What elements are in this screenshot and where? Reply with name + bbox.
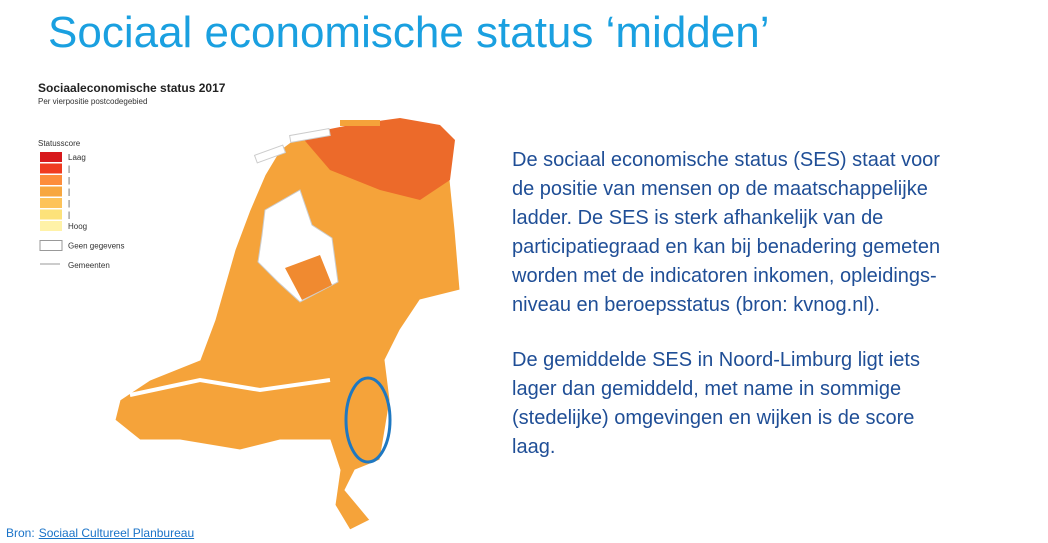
text-line: De gemiddelde SES in Noord-Limburg ligt …: [512, 346, 940, 375]
text-line: De sociaal economische status (SES) staa…: [512, 146, 940, 175]
legend-label: |: [68, 199, 70, 208]
legend-label: |: [68, 176, 70, 185]
map: [115, 118, 460, 530]
legend-swatch: [40, 152, 62, 162]
legend-label: Gemeenten: [68, 261, 110, 270]
paragraph: De gemiddelde SES in Noord-Limburg ligt …: [512, 346, 940, 462]
legend-swatch: [40, 175, 62, 185]
text-line: niveau en beroepsstatus (bron: kvnog.nl)…: [512, 291, 940, 320]
legend-swatch: [40, 210, 62, 220]
legend-label: |: [68, 165, 70, 174]
slide-title: Sociaal economische status ‘midden’: [48, 8, 770, 58]
legend-title: Statusscore: [38, 139, 81, 148]
legend-swatch: [40, 164, 62, 174]
legend-swatch: [40, 198, 62, 208]
source: Bron: Sociaal Cultureel Planbureau: [6, 526, 194, 540]
map-subtitle: Per vierpositie postcodegebied: [38, 97, 147, 106]
legend: Laag | | | | | Hoog Geen gegevens Gemeenten: [40, 152, 125, 270]
legend-swatch: [40, 221, 62, 231]
text-line: ladder. De SES is sterk afhankelijk van …: [512, 204, 940, 233]
source-prefix: Bron:: [6, 526, 35, 540]
body-text: De sociaal economische status (SES) staa…: [512, 146, 940, 488]
legend-label: |: [68, 211, 70, 220]
paragraph: De sociaal economische status (SES) staa…: [512, 146, 940, 320]
legend-label: Hoog: [68, 222, 87, 231]
map-figure: Sociaaleconomische status 2017 Per vierp…: [0, 0, 480, 543]
map-title: Sociaaleconomische status 2017: [38, 81, 226, 95]
text-line: participatiegraad en kan bij benadering …: [512, 233, 940, 262]
legend-label: |: [68, 188, 70, 197]
text-line: worden met de indicatoren inkomen, oplei…: [512, 262, 940, 291]
island: [340, 120, 380, 126]
legend-label: Geen gegevens: [68, 242, 125, 251]
text-line: laag.: [512, 433, 940, 462]
slide: Sociaaleconomische status 2017 Per vierp…: [0, 0, 1048, 543]
legend-label: Laag: [68, 153, 86, 162]
legend-swatch: [40, 187, 62, 197]
text-line: de positie van mensen op de maatschappel…: [512, 175, 940, 204]
text-line: lager dan gemiddeld, met name in sommige: [512, 375, 940, 404]
legend-swatch: [40, 241, 62, 251]
text-line: (stedelijke) omgevingen en wijken is de …: [512, 404, 940, 433]
source-link[interactable]: Sociaal Cultureel Planbureau: [39, 526, 194, 540]
